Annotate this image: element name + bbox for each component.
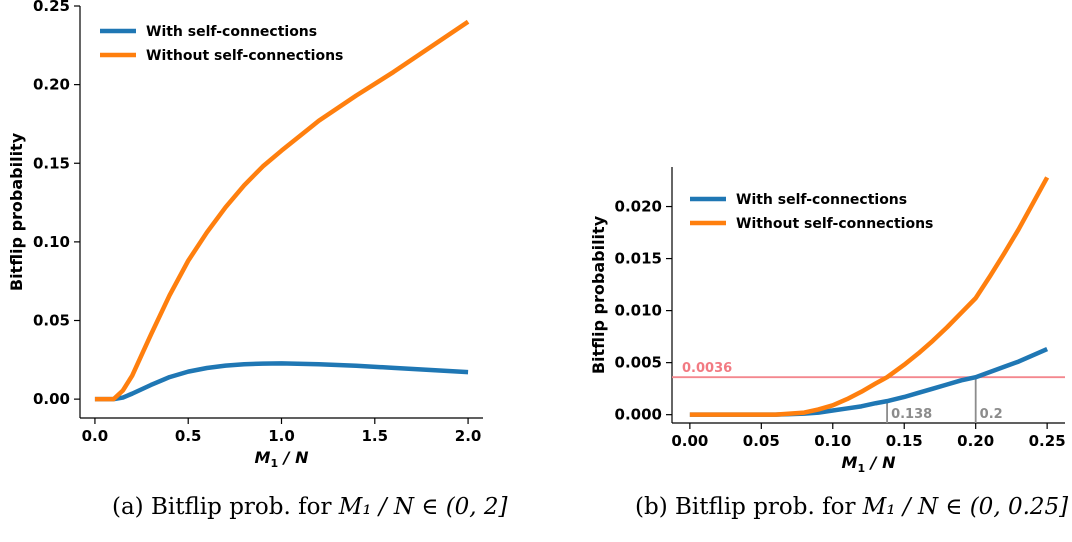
y-tick-label-b: 0.015 bbox=[615, 250, 662, 268]
series-line-b-with-self-connections bbox=[689, 347, 1049, 417]
y-axis-label-a: Bitflip probability bbox=[7, 132, 26, 291]
y-tick-label-a: 0.10 bbox=[33, 233, 70, 251]
series-line-a-without-self-connections bbox=[94, 19, 470, 402]
legend-label-a-0: With self-connections bbox=[146, 24, 317, 40]
y-tick-label-a: 0.25 bbox=[33, 0, 70, 15]
x-tick-label-a: 2.0 bbox=[455, 427, 482, 445]
series-line-a-with-self-connections bbox=[94, 361, 469, 402]
y-tick-label-b: 0.000 bbox=[615, 406, 662, 424]
hline-label: 0.0036 bbox=[682, 361, 732, 376]
caption-b-prefix: (b) Bitflip prob. for bbox=[635, 494, 863, 520]
vline-label-0_138: 0.138 bbox=[891, 407, 932, 422]
y-tick-label-a: 0.00 bbox=[33, 390, 70, 408]
y-tick-label-a: 0.20 bbox=[33, 76, 70, 94]
x-tick-label-b: 0.00 bbox=[671, 432, 708, 450]
caption-a-math: M₁ / N ∈ (0, 2] bbox=[338, 494, 508, 520]
x-tick-label-a: 1.5 bbox=[361, 427, 388, 445]
legend-label-a-1: Without self-connections bbox=[146, 48, 343, 64]
chart-a: 0.0 0.5 1.0 1.5 2.0 0.00 0.05 0.10 0.15 0.20 0.25 M… bbox=[7, 0, 483, 470]
y-axis-label-b: Bitflip probability bbox=[589, 215, 608, 374]
x-tick-label-a: 0.0 bbox=[82, 427, 109, 445]
x-tick-label-a: 0.5 bbox=[175, 427, 202, 445]
x-tick-label-b: 0.20 bbox=[957, 432, 994, 450]
legend-label-b-0: With self-connections bbox=[736, 192, 907, 208]
y-tick-label-a: 0.05 bbox=[33, 312, 70, 330]
legend-a: With self-connections Without self-connec… bbox=[100, 24, 343, 64]
y-tick-label-a: 0.15 bbox=[33, 154, 70, 172]
x-tick-label-b: 0.10 bbox=[814, 432, 851, 450]
legend-b: With self-connections Without self-connec… bbox=[690, 192, 933, 232]
caption-a-prefix: (a) Bitflip prob. for bbox=[112, 494, 339, 520]
caption-b: (b) Bitflip prob. for M₁ / N ∈ (0, 0.25] bbox=[635, 494, 1068, 520]
x-tick-label-b: 0.05 bbox=[743, 432, 780, 450]
vline-label-0_2: 0.2 bbox=[980, 407, 1003, 422]
y-tick-label-b: 0.005 bbox=[615, 354, 662, 372]
chart-b: 0.00 0.05 0.10 0.15 0.20 0.25 0.000 0.005 0.010 0… bbox=[589, 167, 1066, 475]
y-tick-label-b: 0.010 bbox=[615, 302, 662, 320]
x-axis-label-b: M1 / N bbox=[842, 453, 897, 475]
x-tick-label-b: 0.25 bbox=[1029, 432, 1066, 450]
series-line-b-without-self-connections bbox=[689, 176, 1050, 417]
y-tick-label-b: 0.020 bbox=[615, 198, 662, 216]
legend-label-b-1: Without self-connections bbox=[736, 216, 933, 232]
x-tick-label-a: 1.0 bbox=[268, 427, 295, 445]
caption-a: (a) Bitflip prob. for M₁ / N ∈ (0, 2] bbox=[112, 494, 508, 520]
x-tick-label-b: 0.15 bbox=[886, 432, 923, 450]
caption-b-math: M₁ / N ∈ (0, 0.25] bbox=[862, 494, 1069, 520]
x-axis-label-a: M1 / N bbox=[255, 448, 310, 470]
